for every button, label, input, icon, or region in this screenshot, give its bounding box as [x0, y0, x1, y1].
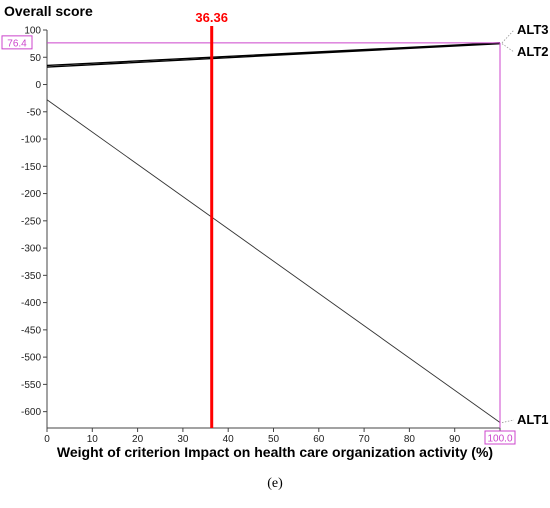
series-line-alt2 — [46, 42, 501, 68]
y-axis-title: Overall score — [4, 3, 93, 19]
y-tick-label: -500 — [21, 353, 41, 364]
y-tick-label: -450 — [21, 325, 41, 336]
series-line-alt1 — [46, 99, 501, 423]
x-tick-label: 80 — [404, 434, 416, 445]
y-tick-label: -150 — [21, 162, 41, 173]
marker-x-box — [484, 430, 516, 445]
y-tick-label: -100 — [21, 135, 41, 146]
marker-x-label: 100.0 — [487, 434, 512, 445]
series-label-alt1: ALT1 — [517, 412, 549, 427]
x-tick-label: 50 — [268, 434, 280, 445]
y-tick-label: 0 — [35, 80, 41, 91]
x-tick-label: 40 — [223, 434, 235, 445]
y-tick-label: 50 — [30, 53, 42, 64]
sensitivity-chart: 100500-50-100-150-200-250-300-350-400-45… — [1, 3, 549, 460]
x-tick-label: 10 — [87, 434, 99, 445]
y-tick-label: -400 — [21, 298, 41, 309]
x-tick-label: 60 — [313, 434, 325, 445]
y-tick-label: 100 — [24, 26, 41, 37]
y-tick-label: -50 — [27, 107, 42, 118]
series-line-alt3 — [46, 42, 501, 67]
x-tick-label: 0 — [44, 434, 50, 445]
y-tick-label: -250 — [21, 216, 41, 227]
y-tick-label: -200 — [21, 189, 41, 200]
y-tick-label: -350 — [21, 271, 41, 282]
x-tick-label: 70 — [359, 434, 371, 445]
series-leader-alt1 — [501, 419, 515, 423]
marker-y-label: 76.4 — [7, 38, 27, 49]
series-label-alt3: ALT3 — [517, 22, 549, 37]
series-leader-alt2 — [501, 43, 515, 53]
x-tick-label: 20 — [132, 434, 144, 445]
y-tick-label: -600 — [21, 407, 41, 418]
x-tick-label: 30 — [177, 434, 189, 445]
y-tick-label: -550 — [21, 380, 41, 391]
figure-caption: (e) — [267, 476, 283, 491]
series-label-alt2: ALT2 — [517, 44, 549, 59]
x-axis-title: Weight of criterion Impact on health car… — [57, 444, 493, 460]
current-weight-label: 36.36 — [195, 10, 228, 25]
series-leader-alt3 — [501, 29, 515, 44]
plot-area: 100500-50-100-150-200-250-300-350-400-45… — [1, 10, 549, 445]
y-tick-label: -300 — [21, 244, 41, 255]
x-tick-label: 90 — [449, 434, 461, 445]
marker-y-box — [1, 35, 33, 50]
